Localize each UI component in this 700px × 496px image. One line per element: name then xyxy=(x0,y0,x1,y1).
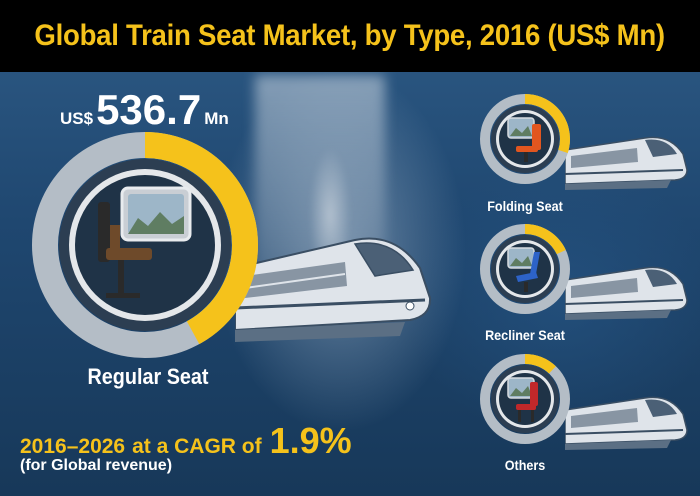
train-icon xyxy=(235,237,432,342)
train-icon xyxy=(565,396,688,450)
value-currency: US$ xyxy=(60,109,94,128)
train-icon xyxy=(565,266,688,320)
value-number: 536.7 xyxy=(96,86,202,133)
value-unit: Mn xyxy=(204,109,229,128)
cagr-text: at a CAGR of xyxy=(132,435,262,458)
market-value: US$ 536.7 Mn xyxy=(60,86,229,133)
cagr-period: 2016–2026 xyxy=(20,435,126,458)
folding-seat-ring xyxy=(480,94,570,184)
cagr-note: (for Global revenue) xyxy=(20,457,173,474)
recliner-seat-label: Recliner Seat xyxy=(485,327,565,343)
cagr-line: 2016–2026 at a CAGR of 1.9% xyxy=(20,420,352,462)
others-seat-label: Others xyxy=(504,457,546,473)
title-bar: Global Train Seat Market, by Type, 2016 … xyxy=(0,0,700,72)
regular-seat-ring xyxy=(32,132,258,358)
page-title: Global Train Seat Market, by Type, 2016 … xyxy=(34,19,666,52)
other-seat-icon xyxy=(507,377,538,422)
train-icon xyxy=(565,136,688,190)
regular-seat-icon xyxy=(98,186,192,298)
cagr-value: 1.9% xyxy=(269,420,352,461)
folding-seat-icon xyxy=(507,117,541,162)
others-seat-ring xyxy=(480,354,570,444)
recliner-seat-ring xyxy=(480,224,570,314)
regular-seat-label: Regular Seat xyxy=(87,364,209,389)
folding-seat-label: Folding Seat xyxy=(487,198,563,214)
recliner-seat-icon xyxy=(507,247,540,292)
